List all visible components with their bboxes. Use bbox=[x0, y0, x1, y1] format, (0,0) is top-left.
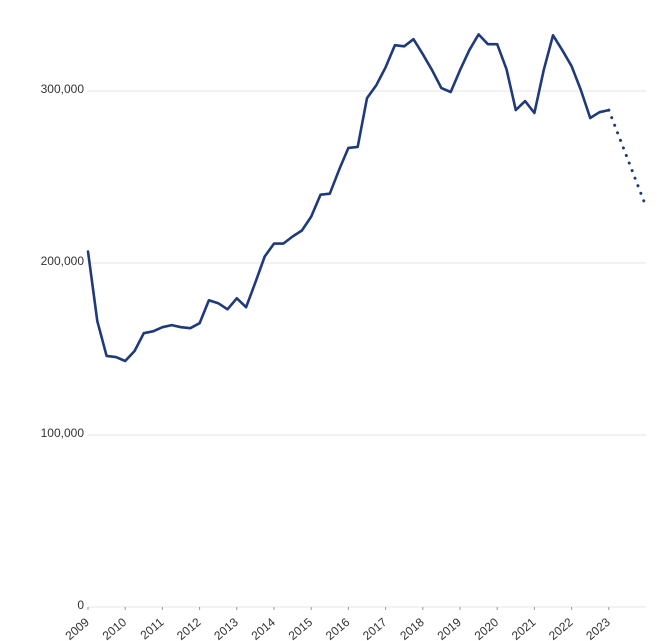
x-tick-label: 2017 bbox=[360, 615, 390, 641]
y-tick-label: 100,000 bbox=[41, 426, 85, 440]
y-tick-label: 300,000 bbox=[41, 82, 85, 96]
line bbox=[607, 108, 648, 209]
x-tick-label: 2019 bbox=[435, 615, 465, 641]
x-tick-label: 2016 bbox=[323, 615, 353, 641]
x-tick-label: 2011 bbox=[138, 615, 167, 641]
x-tick-label: 2010 bbox=[100, 615, 130, 641]
x-tick-label: 2012 bbox=[174, 615, 204, 641]
x-tick-label: 2020 bbox=[472, 615, 502, 641]
y-tick-label: 200,000 bbox=[41, 254, 85, 268]
x-tick-label: 2015 bbox=[286, 615, 316, 641]
x-tick-label: 2021 bbox=[509, 615, 539, 641]
x-tick-label: 2009 bbox=[63, 615, 93, 641]
line bbox=[86, 33, 611, 363]
y-tick-label: 0 bbox=[77, 598, 84, 612]
x-tick-label: 2023 bbox=[583, 615, 613, 641]
x-tick-label: 2022 bbox=[546, 615, 576, 641]
x-tick-label: 2018 bbox=[397, 615, 427, 641]
x-tick-label: 2014 bbox=[249, 615, 279, 641]
x-tick-label: 2013 bbox=[211, 615, 241, 641]
